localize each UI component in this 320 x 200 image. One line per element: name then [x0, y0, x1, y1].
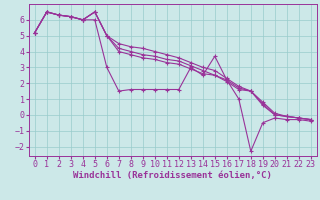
X-axis label: Windchill (Refroidissement éolien,°C): Windchill (Refroidissement éolien,°C) [73, 171, 272, 180]
